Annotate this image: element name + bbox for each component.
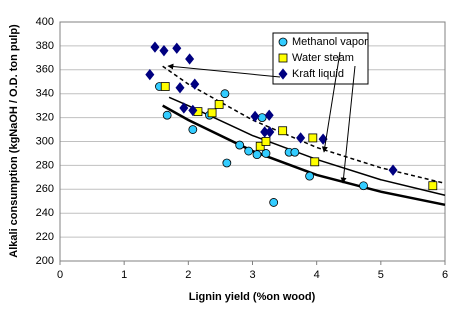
point [290,147,300,157]
point [250,110,260,123]
legend-marker [278,68,288,80]
point [296,132,306,144]
fit-line [162,104,446,207]
y-axis-title: Alkali consumption (kgNaOH / O.D. ton pu… [8,24,20,258]
legend-label: Water steam [292,52,354,64]
y-tick-label: 340 [36,88,54,100]
point [190,78,200,90]
point [428,181,438,191]
point [261,137,271,146]
arrow [321,51,341,153]
point [188,104,198,117]
point [207,108,217,118]
point [222,158,232,168]
legend-marker [278,53,288,63]
arrow [167,63,281,78]
point [145,68,155,81]
point [220,89,230,99]
x-tick-label: 4 [314,269,320,281]
point [261,149,271,158]
grid: 200 220 240 260 280 300 320 340 360 380 400 0 1 2 3 4 5 6 [36,16,448,281]
point [159,45,169,57]
point [179,102,189,114]
arrow [340,65,356,184]
y-tick-label: 200 [36,255,54,267]
x-tick-label: 0 [57,269,63,281]
fit-lines [162,65,446,207]
point [160,82,170,91]
point [162,110,172,120]
y-tick-label: 320 [36,112,54,124]
point [244,146,254,156]
y-tick-label: 300 [36,135,54,147]
x-tick-label: 1 [121,269,127,281]
y-tick-label: 280 [36,159,54,171]
point [255,141,265,151]
points [145,41,438,207]
point [310,157,320,167]
point [278,126,288,136]
point [175,82,185,94]
point [318,133,328,145]
point [188,125,198,134]
point [252,150,262,160]
point [172,42,182,54]
legend-marker [278,37,288,47]
y-tick-label: 360 [36,64,54,76]
x-tick-label: 6 [442,269,448,281]
plot-frame [59,21,446,262]
y-tick-label: 240 [36,207,54,219]
legend-label: Methanol vapor [292,36,368,48]
y-tick-label: 380 [36,40,54,52]
x-tick-label: 2 [185,269,191,281]
point [214,100,224,109]
point [257,113,267,122]
legend: Methanol vapor Water steam Kraft liquid [278,36,368,80]
legend-label: Kraft liquid [292,68,344,80]
x-tick-label: 3 [249,269,255,281]
point [269,198,279,207]
legend-box [272,32,369,85]
x-axis-title: Lignin yield (%on wood) [189,291,316,303]
point [185,53,195,65]
point [359,181,368,191]
x-tick-label: 5 [378,269,384,281]
point [150,41,160,53]
point [388,164,398,176]
point [265,126,275,138]
point [305,171,315,181]
point [308,133,318,143]
point [264,109,274,121]
y-tick-label: 220 [36,231,54,243]
y-tick-label: 400 [36,16,54,28]
y-tick-label: 260 [36,183,54,195]
point [235,140,245,150]
